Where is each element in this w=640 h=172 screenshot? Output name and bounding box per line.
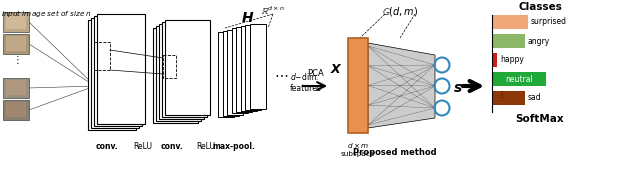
Bar [6, 102, 26, 117]
Bar [97, 14, 145, 124]
Bar [236, 27, 252, 112]
Bar [250, 24, 266, 109]
Bar [94, 42, 110, 70]
Bar [492, 15, 528, 29]
Bar [3, 78, 29, 98]
Bar [3, 100, 29, 120]
Bar [223, 31, 239, 116]
Bar [241, 26, 257, 111]
Text: $\cdots$: $\cdots$ [274, 67, 288, 81]
Polygon shape [368, 43, 435, 128]
Bar [492, 72, 546, 86]
Bar [153, 28, 198, 123]
Text: angry: angry [528, 36, 550, 46]
Text: ReLU: ReLU [196, 142, 216, 151]
Bar [245, 25, 261, 110]
Bar [227, 30, 243, 115]
Text: SoftMax: SoftMax [516, 114, 564, 124]
Bar [492, 34, 525, 48]
Bar [6, 36, 26, 51]
Bar [232, 28, 248, 113]
Bar [6, 80, 26, 95]
Text: $\mathbb{R}^{d \times n}$: $\mathbb{R}^{d \times n}$ [261, 5, 285, 17]
Text: surprised: surprised [531, 18, 567, 26]
Bar [218, 32, 234, 117]
Text: $d$−dim.
features: $d$−dim. features [290, 71, 322, 93]
Bar [165, 20, 210, 115]
Text: ReLU: ReLU [134, 142, 152, 151]
Text: conv.: conv. [95, 142, 118, 151]
Bar [348, 38, 368, 133]
Text: PCA: PCA [307, 69, 323, 78]
Text: $\mathbb{G}(d,m)$: $\mathbb{G}(d,m)$ [382, 5, 418, 18]
Text: $\vdots$: $\vdots$ [497, 89, 504, 100]
Text: Proposed method: Proposed method [353, 148, 437, 157]
Text: $d \times m$
subspace: $d \times m$ subspace [341, 141, 375, 157]
Text: max-pool.: max-pool. [212, 142, 255, 151]
Text: Classes: Classes [518, 2, 562, 12]
Bar [492, 91, 525, 105]
Text: $\boldsymbol{H}$: $\boldsymbol{H}$ [241, 11, 255, 25]
Bar [163, 55, 176, 78]
Bar [6, 14, 26, 29]
Text: $\vdots$: $\vdots$ [12, 53, 20, 67]
Bar [94, 16, 142, 126]
Bar [3, 12, 29, 32]
Text: conv.: conv. [161, 142, 184, 151]
Bar [88, 20, 136, 130]
Bar [159, 24, 204, 119]
Bar [162, 22, 207, 117]
Bar [492, 53, 497, 67]
Bar [3, 34, 29, 54]
Text: sad: sad [528, 94, 541, 103]
Text: neutral: neutral [505, 74, 533, 83]
Bar [91, 18, 139, 128]
Text: happy: happy [500, 56, 524, 64]
Bar [156, 26, 201, 121]
Text: input image set of size $n$: input image set of size $n$ [1, 8, 92, 19]
Text: $\boldsymbol{s}$: $\boldsymbol{s}$ [453, 81, 463, 95]
Text: $\boldsymbol{X}$: $\boldsymbol{X}$ [330, 63, 343, 76]
